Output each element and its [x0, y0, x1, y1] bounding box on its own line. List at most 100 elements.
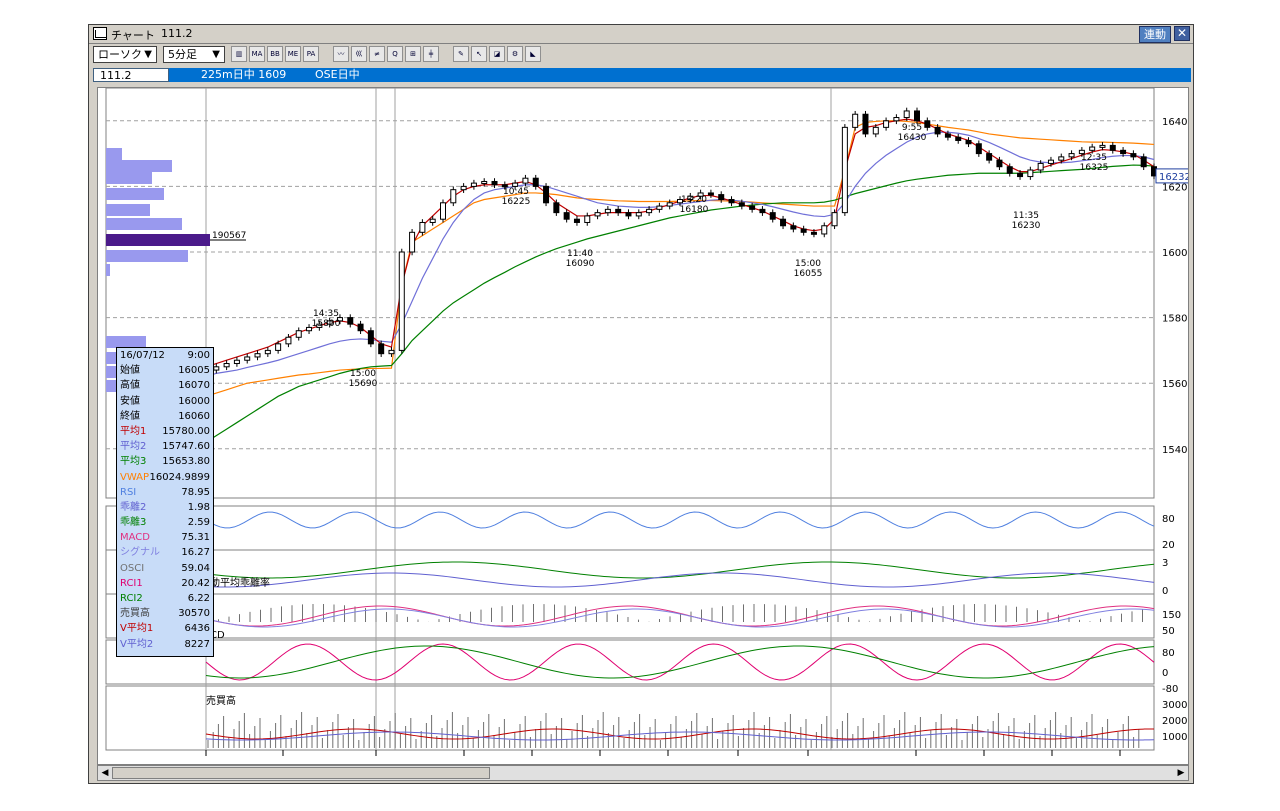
candle [285, 336, 292, 345]
candle [254, 353, 261, 358]
legend-value: 6436 [184, 623, 210, 635]
candle [1037, 162, 1044, 171]
candle [367, 330, 374, 345]
legend-key: 乖離3 [120, 517, 147, 529]
candle [635, 212, 642, 217]
candle [1006, 166, 1013, 174]
indicator-axis-label: 80 [1162, 514, 1175, 525]
zoom-icon[interactable]: Q [387, 46, 403, 62]
candle [244, 356, 251, 361]
bb-icon[interactable]: BB [267, 46, 283, 62]
symbol-code-field[interactable]: 111.2 [93, 68, 169, 82]
candle [440, 202, 446, 220]
exit-icon[interactable]: ◣ [525, 46, 541, 62]
interval-value: 5分足 [168, 48, 197, 61]
legend-value: 16024.9899 [149, 471, 210, 483]
candle [1099, 144, 1106, 148]
trend-line-icon[interactable]: 〰 [333, 46, 349, 62]
legend-value: 6.22 [187, 593, 210, 604]
legend-value: 75.31 [181, 532, 210, 544]
legend-key: 乖離2 [120, 501, 147, 513]
legend-row: 乖離3 2.59 [117, 515, 213, 530]
candle [749, 205, 756, 210]
wave-icon[interactable]: 巛 [351, 46, 367, 62]
interval-select[interactable]: 5分足 ▼ [163, 46, 225, 63]
candle [512, 182, 519, 187]
candle [996, 159, 1003, 168]
legend-key: 平均3 [120, 456, 147, 468]
candlestick-icon[interactable]: ▥ [231, 46, 247, 62]
horizontal-scrollbar[interactable]: ◀ ▶ [97, 765, 1189, 781]
annotation-time: 12:35 [1081, 153, 1107, 163]
candle [553, 202, 560, 214]
legend-value: 16005 [178, 365, 210, 377]
pa-icon[interactable]: PA [303, 46, 319, 62]
candle [656, 205, 663, 210]
current-price-box [1155, 168, 1188, 184]
pen-icon[interactable]: ✎ [453, 46, 469, 62]
candle [821, 225, 828, 235]
chart-app-icon [93, 27, 107, 40]
indicator-axis-label: 20 [1162, 540, 1175, 551]
eraser-icon[interactable]: ◪ [489, 46, 505, 62]
title-bar[interactable]: チャート 111.2 連動 ✕ [89, 25, 1193, 44]
candle [378, 343, 385, 355]
volume-profile-bar [106, 218, 182, 230]
deviation3-line [205, 561, 1155, 579]
volume-profile-bar [106, 336, 146, 348]
legend-key: 始値 [120, 365, 140, 377]
indicator-panel-frame [105, 593, 1155, 639]
candle [543, 185, 550, 204]
candle [347, 317, 354, 325]
window-code: 111.2 [161, 27, 193, 40]
legend-key: 安値 [120, 395, 140, 407]
candle [934, 126, 941, 135]
close-icon[interactable]: ✕ [1174, 26, 1190, 41]
y-tick-label: 16400 [1162, 117, 1188, 128]
chart-svg[interactable]: 15400156001580016000162001640013:0014:00… [98, 88, 1188, 764]
annotation-price: 16430 [898, 133, 927, 143]
candle [975, 143, 982, 155]
indicator-panel-frame [105, 685, 1155, 751]
chart-type-select[interactable]: ローソク ▼ [93, 46, 157, 63]
scroll-right-icon[interactable]: ▶ [1177, 768, 1185, 778]
candle [903, 110, 910, 119]
chart-area[interactable]: 15400156001580016000162001640013:0014:00… [97, 87, 1189, 765]
settings-icon[interactable]: ⚙ [507, 46, 523, 62]
grid-icon[interactable]: ╪ [423, 46, 439, 62]
annotation-price: 16055 [794, 269, 823, 279]
indicator-title: 売買高 [206, 694, 236, 707]
candle [697, 192, 704, 197]
candle [955, 136, 962, 141]
annotation-price: 16090 [566, 259, 595, 269]
volume-profile-bar [106, 204, 150, 216]
candle [481, 180, 488, 184]
candle [460, 185, 467, 191]
pointer-icon[interactable]: ↖ [471, 46, 487, 62]
me-icon[interactable]: ME [285, 46, 301, 62]
vwap-line [205, 120, 1155, 397]
chart-window: チャート 111.2 連動 ✕ ローソク ▼ 5分足 ▼ ▥ MA BB ME PA 〰巛… [88, 24, 1194, 784]
scroll-thumb[interactable] [112, 767, 490, 779]
link-button[interactable]: 連動 [1139, 26, 1171, 43]
candle [810, 231, 817, 235]
candle [1027, 169, 1034, 178]
candle [666, 202, 673, 207]
crosshair-icon[interactable]: ⊞ [405, 46, 421, 62]
candle [924, 120, 931, 128]
legend-row: MACD 75.31 [117, 530, 213, 545]
candle [584, 215, 591, 223]
candle [491, 180, 498, 186]
candle [1089, 146, 1096, 151]
fibonacci-icon[interactable]: ≠ [369, 46, 385, 62]
candle [944, 133, 951, 138]
legend-value: 16070 [178, 380, 210, 392]
candle [862, 113, 869, 135]
legend-row: シグナル 16.27 [117, 545, 213, 560]
legend-row: 売買高 30570 [117, 606, 213, 621]
candle [1078, 149, 1085, 155]
volume-profile-bar [106, 160, 172, 172]
ma-icon[interactable]: MA [249, 46, 265, 62]
scroll-left-icon[interactable]: ◀ [101, 768, 109, 778]
candle [450, 189, 457, 204]
